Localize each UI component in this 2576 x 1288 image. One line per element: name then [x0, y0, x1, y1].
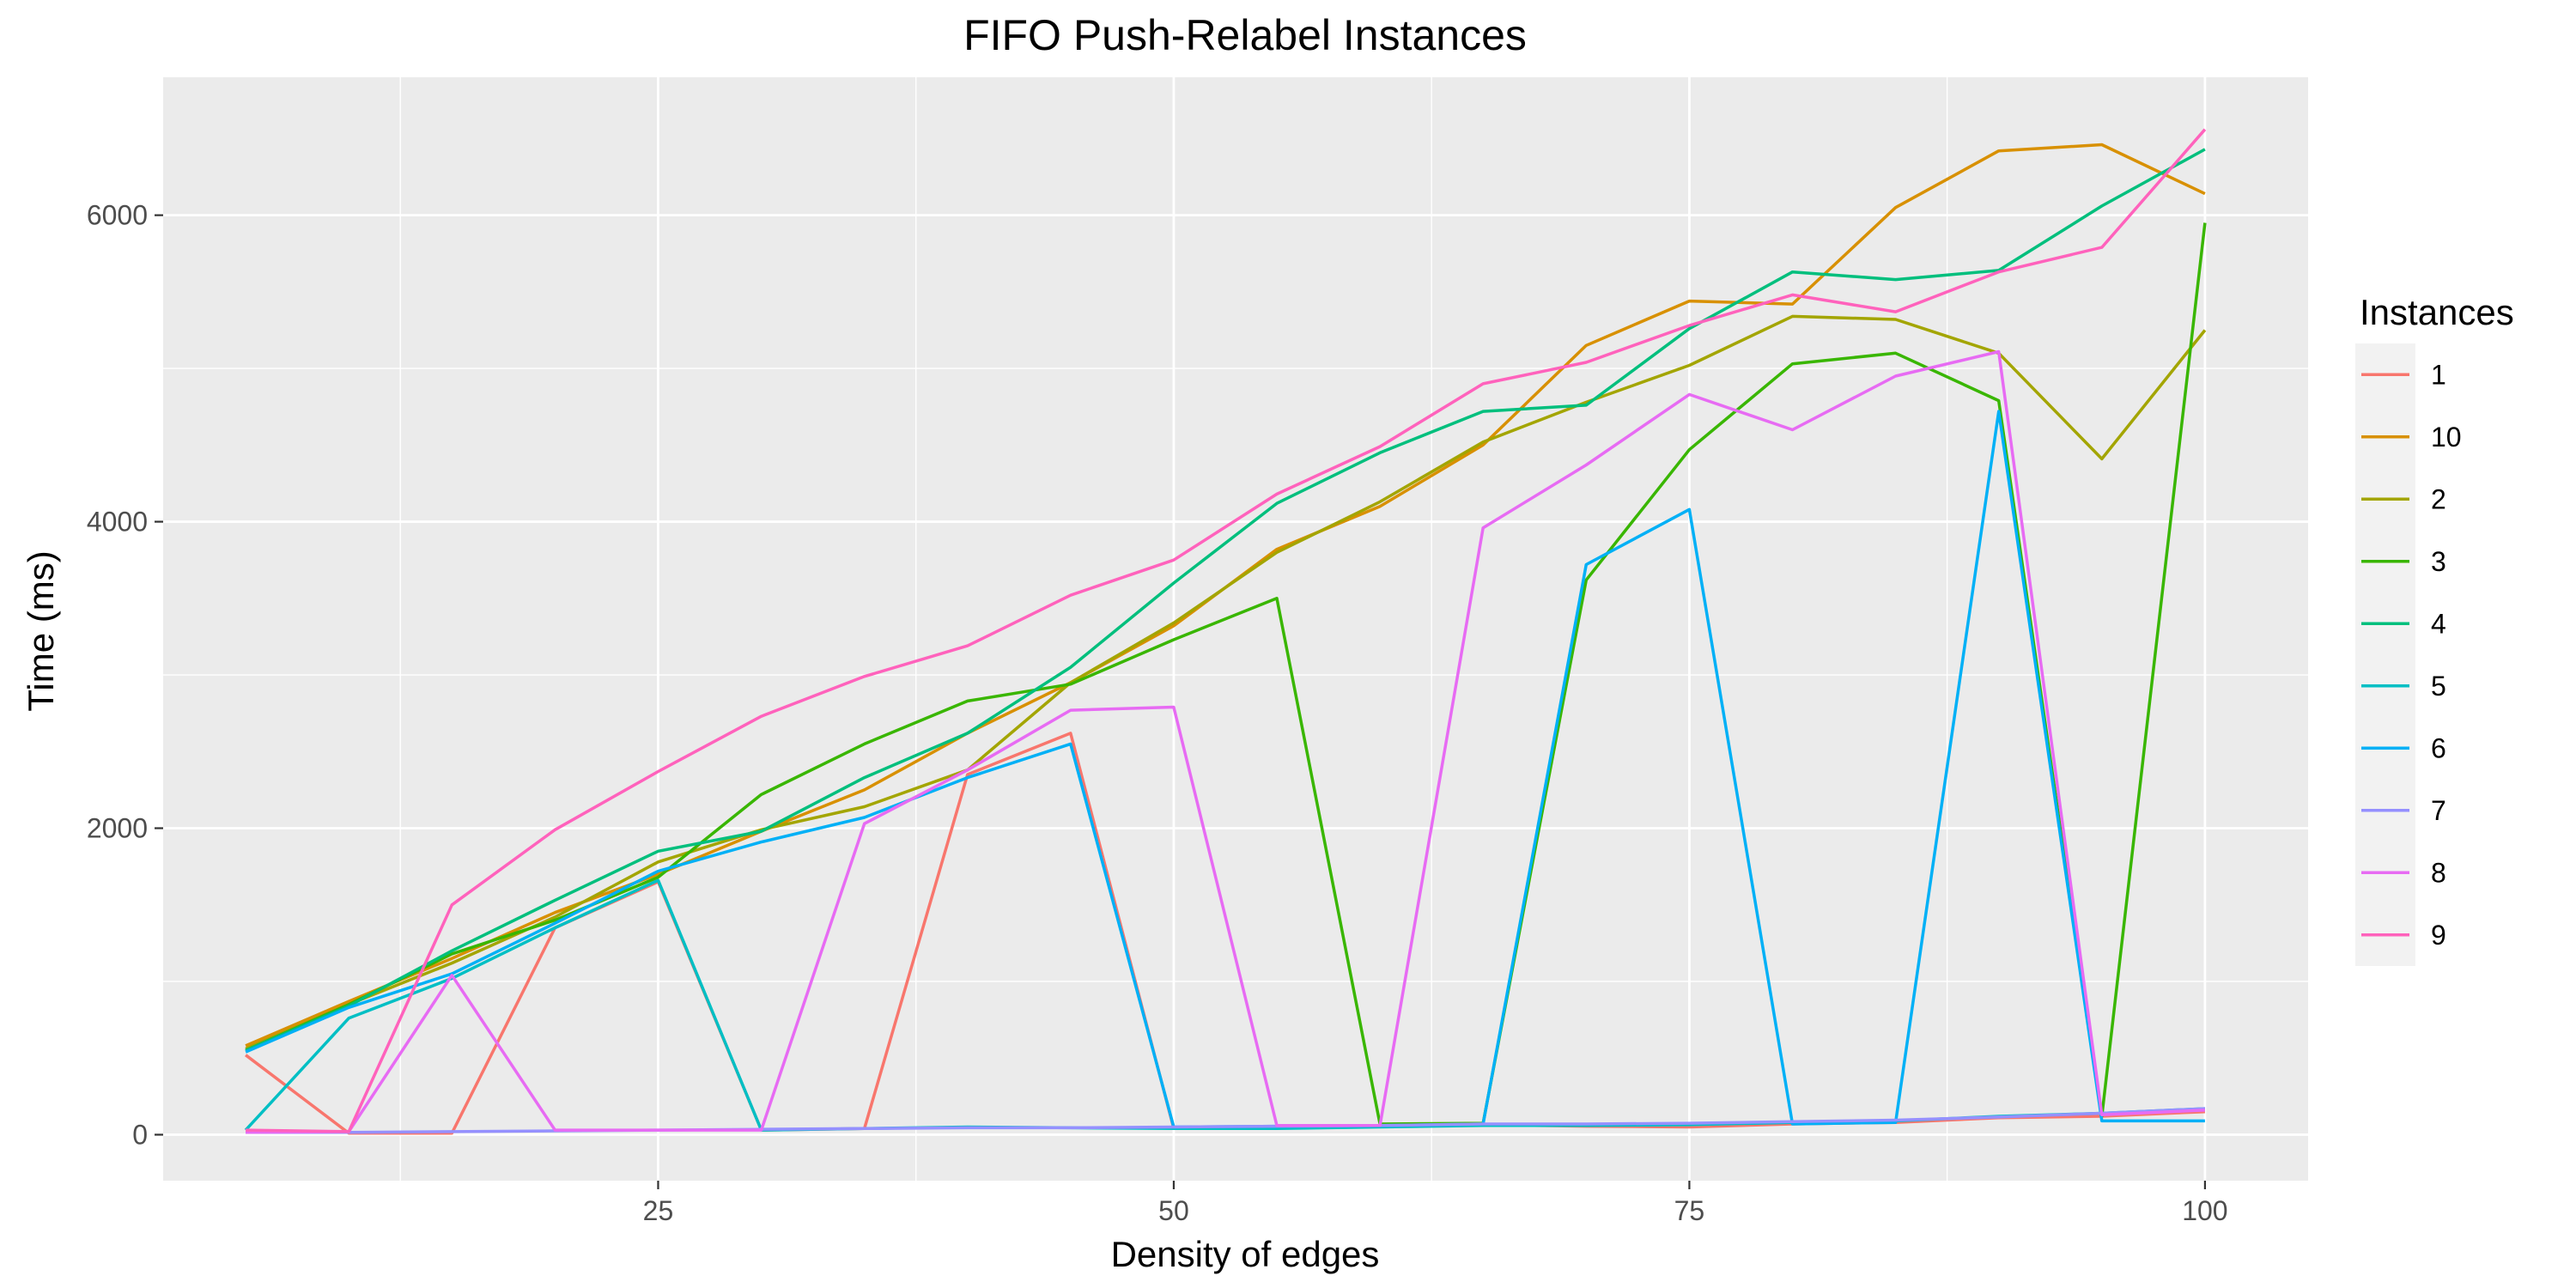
x-tick-label: 75 — [1674, 1195, 1705, 1226]
y-axis: 0 2000 4000 6000 — [87, 200, 163, 1150]
series-line-2 — [245, 314, 2207, 1051]
y-tick-label: 6000 — [87, 200, 148, 231]
legend-label-1: 1 — [2431, 359, 2446, 390]
y-tick-label: 0 — [132, 1119, 148, 1150]
series-lines — [244, 128, 2207, 1135]
x-axis: 25 50 75 100 — [643, 1181, 2228, 1226]
x-tick-label: 100 — [2182, 1195, 2227, 1226]
legend-title: Instances — [2360, 292, 2514, 332]
y-tick-label: 2000 — [87, 813, 148, 844]
legend-label-4: 4 — [2431, 608, 2446, 639]
legend: Instances 1 10 2 3 4 5 6 7 8 9 — [2355, 292, 2514, 966]
legend-label-7: 7 — [2431, 795, 2446, 826]
x-tick-label: 50 — [1158, 1195, 1189, 1226]
y-tick-label: 4000 — [87, 507, 148, 538]
x-axis-title: Density of edges — [1111, 1234, 1380, 1274]
legend-label-8: 8 — [2431, 857, 2446, 888]
legend-key-background — [2355, 343, 2415, 966]
legend-label-10: 10 — [2431, 422, 2462, 453]
series-line-8 — [246, 349, 2205, 1134]
plot-panel — [163, 77, 2308, 1181]
legend-label-6: 6 — [2431, 732, 2446, 763]
legend-label-5: 5 — [2431, 671, 2446, 702]
legend-label-9: 9 — [2431, 920, 2446, 951]
chart-title: FIFO Push-Relabel Instances — [963, 11, 1527, 59]
legend-label-3: 3 — [2431, 546, 2446, 577]
x-tick-label: 25 — [643, 1195, 674, 1226]
legend-label-2: 2 — [2431, 483, 2446, 514]
y-axis-title: Time (ms) — [21, 550, 61, 711]
series-line-9 — [246, 128, 2207, 1133]
series-line-4 — [245, 148, 2206, 1052]
